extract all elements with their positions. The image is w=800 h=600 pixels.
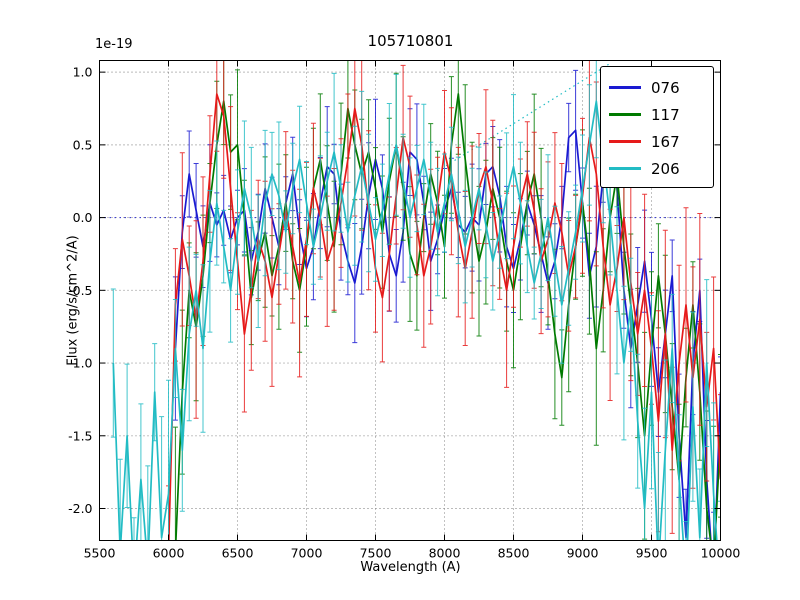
- tick-marks: [99, 60, 721, 541]
- legend-line-swatch: [609, 113, 641, 116]
- legend-line-swatch: [609, 140, 641, 143]
- y-tick-label: 0.5: [73, 137, 93, 152]
- legend-entry-117: 117: [609, 101, 705, 128]
- x-tick-label: 8000: [429, 546, 461, 561]
- x-tick-label: 6500: [222, 546, 254, 561]
- series-206: [110, 60, 721, 541]
- y-tick-label: -1.5: [68, 428, 92, 443]
- legend-line-swatch: [609, 86, 641, 89]
- y-axis-offset-label: 1e-19: [95, 37, 133, 52]
- y-tick-label: -1.0: [68, 356, 92, 371]
- line-206: [112, 100, 718, 541]
- y-tick-label: 0.0: [73, 210, 93, 225]
- x-tick-label: 8500: [498, 546, 530, 561]
- legend-entry-206: 206: [609, 155, 705, 182]
- axes-frame: [99, 60, 721, 541]
- x-tick-label: 10000: [701, 546, 741, 561]
- legend-entry-076: 076: [609, 74, 705, 101]
- legend-line-swatch: [609, 167, 641, 170]
- legend-label: 117: [651, 105, 680, 124]
- line-117: [175, 93, 721, 541]
- tick-labels: 5500 6000 6500 7000 7500 8000 8500 9000 9500 1000…: [68, 65, 740, 561]
- x-tick-label: 5500: [84, 546, 116, 561]
- legend-label: 167: [651, 132, 680, 151]
- y-tick-label: 1.0: [73, 65, 93, 80]
- chart-title: 105710801: [367, 32, 454, 50]
- legend-label: 076: [651, 78, 680, 97]
- x-tick-label: 7000: [291, 546, 323, 561]
- x-tick-label: 6000: [153, 546, 185, 561]
- y-tick-label: -0.5: [68, 283, 92, 298]
- legend-label: 206: [651, 159, 680, 178]
- legend-entry-167: 167: [609, 128, 705, 155]
- y-tick-label: -2.0: [68, 501, 92, 516]
- x-tick-label: 7500: [360, 546, 392, 561]
- y-axis-label: Flux (erg/s/cm^2/A): [65, 235, 81, 366]
- x-axis-label: Wavelength (A): [360, 560, 461, 575]
- legend: 076 117 167 206: [600, 66, 714, 188]
- x-tick-label: 9500: [636, 546, 668, 561]
- x-tick-label: 9000: [567, 546, 599, 561]
